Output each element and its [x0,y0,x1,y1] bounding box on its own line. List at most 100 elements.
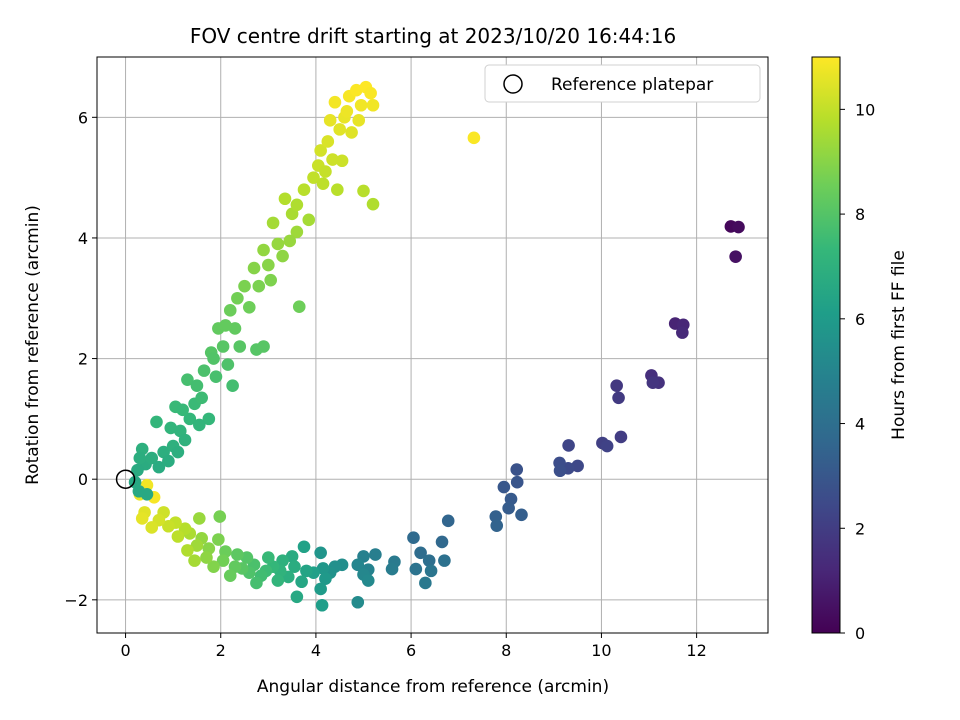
colorbar-tick-label: 8 [855,205,865,224]
scatter-point [162,454,175,468]
scatter-point [292,300,306,314]
colorbar-fill [812,57,840,633]
scatter-point [438,554,451,567]
scatter-point [467,131,481,145]
scatter-point [226,379,239,393]
y-tick-label: 0 [78,470,88,489]
scatter-point [409,562,423,576]
scatter-point [369,548,382,561]
scatter-point [290,198,304,212]
scatter-point [150,415,163,429]
chart-title: FOV centre drift starting at 2023/10/20 … [190,24,676,48]
scatter-point [231,291,244,305]
scatter-point [250,576,263,590]
scatter-point [193,418,206,432]
x-axis-label: Angular distance from reference (arcmin) [257,677,609,697]
scatter-point [183,412,197,426]
scatter-point [571,459,584,473]
scatter-point [600,439,614,453]
y-tick-label: 4 [78,229,88,248]
scatter-point [188,554,201,567]
colorbar-tick-label: 0 [855,624,865,643]
y-tick-label: −2 [64,591,88,610]
scatter-point [435,535,449,549]
scatter-point [190,539,204,552]
scatter-point [646,376,660,389]
scatter-point [357,184,370,198]
scatter-point [276,554,289,567]
scatter-point [271,237,285,251]
scatter-point [314,144,327,157]
scatter-point [351,595,365,609]
scatter-point [285,550,299,563]
scatter-point [502,501,515,515]
scatter-point [422,554,436,567]
scatter-point [510,463,524,476]
scatter-point [316,562,330,575]
scatter-point [266,216,280,230]
x-tick-label: 0 [120,641,130,660]
scatter-point [612,391,625,405]
scatter-point [242,301,256,314]
x-tick-label: 12 [686,641,706,660]
scatter-point [264,273,277,287]
scatter-point [178,433,192,447]
scatter-point [257,243,270,257]
scatter-point [366,98,380,112]
scatter-point [361,574,375,587]
colorbar-ticks: 0 2 4 6 8 10 [840,100,875,643]
scatter-point [176,403,189,417]
scatter-point [297,183,311,196]
colorbar: 0 2 4 6 8 10 Hours from first FF file [811,56,909,643]
scatter-point [152,460,166,474]
scatter-point [307,171,320,184]
scatter-point [257,340,270,353]
scatter-point [171,445,185,459]
scatter-point [340,104,354,118]
scatter-point [321,135,335,148]
scatter-point [145,521,159,534]
scatter-point [216,340,230,353]
y-tick-label: 6 [78,108,88,127]
scatter-point [262,551,275,564]
legend-label-reference: Reference platepar [551,75,713,95]
x-tick-label: 4 [311,641,321,660]
scatter-point [193,512,206,525]
x-tick-label: 2 [216,641,226,660]
plot-frame [96,56,769,634]
scatter-point [315,598,329,612]
scatter-point [290,590,304,604]
scatter-point [133,451,147,465]
colorbar-tick-label: 2 [855,519,865,538]
scatter-point [231,548,244,561]
scatter-point [295,575,308,589]
scatter-point [240,551,254,564]
scatter-point [300,564,313,578]
scatter-point [407,531,420,545]
scatter-point [319,165,332,178]
scatter-point [314,582,327,596]
scatter-point [323,114,337,127]
scatter-point [276,249,289,263]
scatter-point [223,569,237,583]
scatter-point [181,373,194,386]
scatter-point [328,95,342,109]
reference-platepar-marker [115,469,136,489]
scatter-point [335,154,349,168]
scatter-point [252,279,266,293]
scatter-point [676,326,689,339]
scatter-point [515,508,528,522]
x-tick-label: 10 [591,641,611,660]
scatter-point [181,544,194,557]
scatter-point [221,358,235,371]
scatter-point [131,463,144,477]
y-tick-label: 2 [78,350,88,369]
scatter-point [319,572,332,586]
scatter-point [162,519,175,533]
scatter-point [441,514,455,528]
scatter-point [345,126,358,139]
scatter-point [140,487,154,501]
scatter-point [212,533,225,546]
scatter-point [510,475,524,489]
